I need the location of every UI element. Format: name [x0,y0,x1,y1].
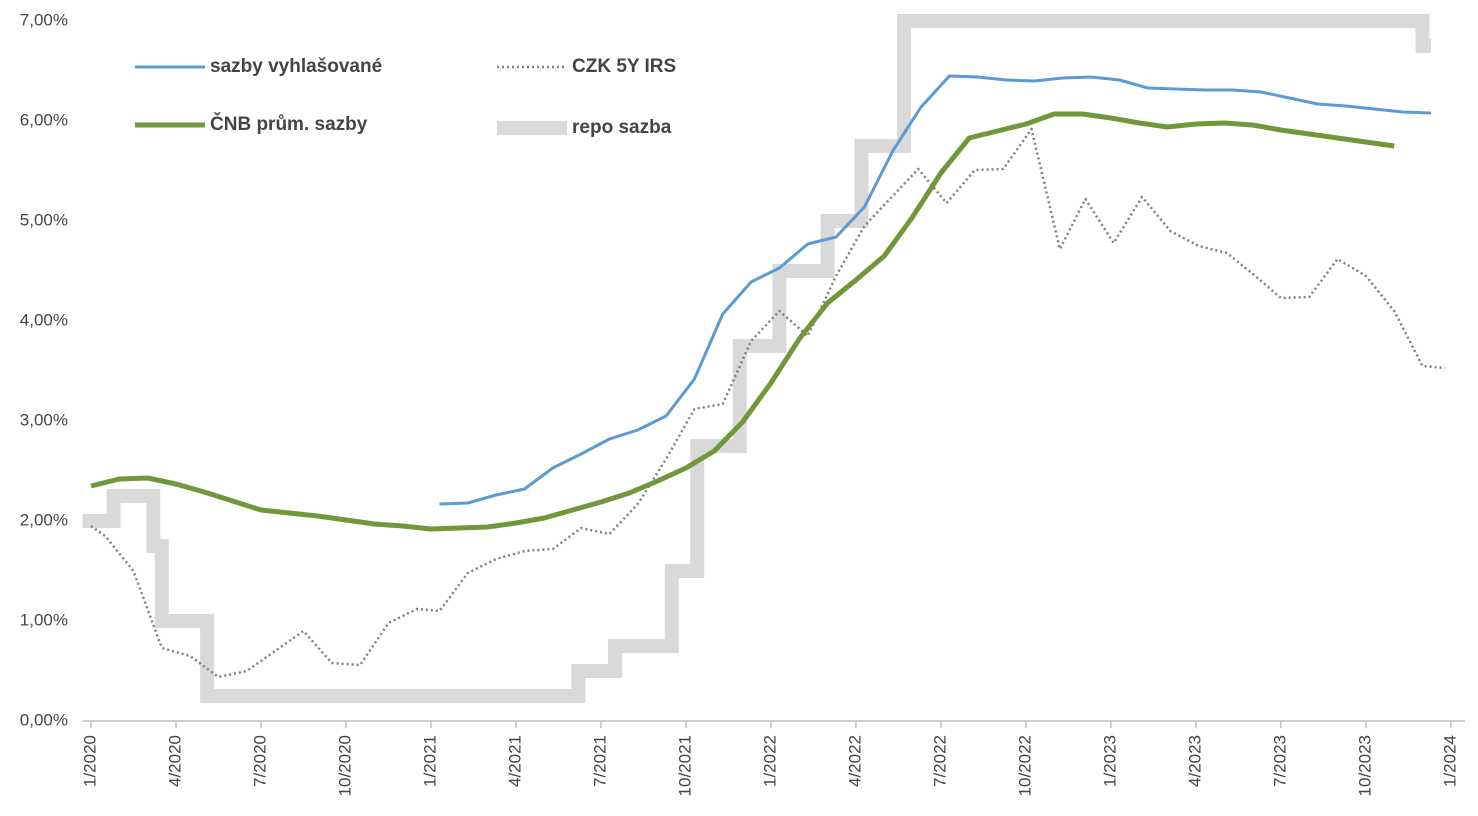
y-tick-label: 6,00% [20,110,68,129]
legend-label: CZK 5Y IRS [572,56,676,77]
legend-label: ČNB prům. sazby [210,113,368,135]
x-tick-label: 1/2020 [80,735,99,787]
legend-label: repo sazba [572,117,672,138]
x-tick-label: 10/2021 [675,735,694,796]
y-tick-label: 5,00% [20,210,68,229]
x-tick-label: 4/2020 [165,735,184,787]
x-tick-label: 1/2021 [420,735,439,787]
x-tick-label: 4/2021 [505,735,524,787]
x-tick-label: 7/2021 [590,735,609,787]
x-tick-label: 4/2023 [1185,735,1204,787]
x-tick-label: 1/2024 [1440,735,1459,787]
y-tick-label: 3,00% [20,410,68,429]
y-tick-label: 4,00% [20,310,68,329]
x-tick-label: 1/2022 [760,735,779,787]
y-tick-label: 1,00% [20,610,68,629]
x-tick-label: 7/2022 [930,735,949,787]
x-tick-label: 10/2020 [335,735,354,796]
series-line [82,14,1431,703]
x-tick-label: 10/2022 [1015,735,1034,796]
y-tick-label: 0,00% [20,710,68,729]
legend-label: sazby vyhlašované [210,56,382,77]
x-tick-label: 1/2023 [1100,735,1119,787]
series-line [90,111,1395,532]
x-tick-label: 7/2020 [250,735,269,787]
x-tick-label: 10/2023 [1355,735,1374,796]
series-line [90,127,1446,679]
series-line [439,74,1432,506]
y-tick-label: 2,00% [20,510,68,529]
x-tick-label: 4/2022 [845,735,864,787]
x-tick-label: 7/2023 [1270,735,1289,787]
y-tick-label: 7,00% [20,10,68,29]
